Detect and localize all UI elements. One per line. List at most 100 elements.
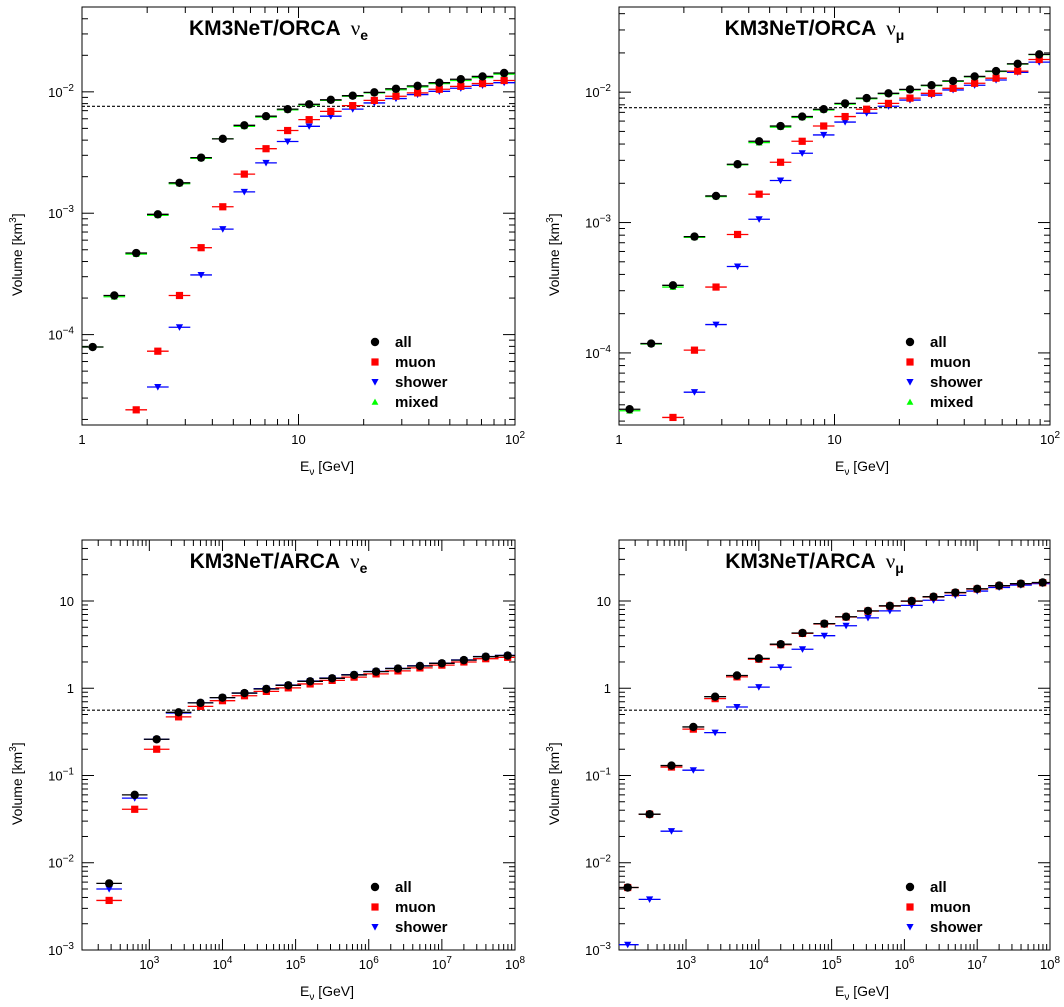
- legend-label-shower: shower: [930, 919, 983, 936]
- legend: all muon shower: [370, 879, 448, 936]
- data-point-all: [348, 91, 357, 100]
- panel-title: KM3NeT/ARCA νe: [190, 549, 368, 576]
- data-point-muon: [240, 170, 248, 178]
- data-point-all: [733, 160, 742, 169]
- x-axis-label: Eν [GeV]: [300, 983, 354, 1003]
- legend-label-all: all: [930, 879, 947, 896]
- y-tick-label: 10−2: [585, 854, 611, 871]
- legend-label-muon: muon: [395, 354, 436, 371]
- data-point-shower: [798, 646, 807, 653]
- data-point-shower: [175, 324, 184, 331]
- data-point-muon: [712, 283, 720, 291]
- data-point-all: [415, 661, 425, 671]
- data-point-all: [218, 134, 227, 144]
- data-point-all: [1038, 578, 1047, 587]
- y-tick-label: 10−3: [585, 214, 611, 231]
- data-point-all: [862, 93, 871, 103]
- x-tick-label: 1: [615, 432, 622, 447]
- data-point-all: [929, 592, 938, 601]
- data-point-all: [973, 584, 982, 593]
- data-point-all: [478, 72, 487, 81]
- data-point-all: [754, 654, 764, 663]
- data-point-muon: [884, 99, 893, 108]
- x-tick-label: 104: [212, 955, 232, 972]
- y-tick-label: 10−3: [585, 941, 611, 958]
- data-point-muon: [131, 805, 139, 813]
- data-point-all: [413, 81, 422, 91]
- data-point-all: [305, 677, 315, 686]
- chart-panel-1: 1 10 102 10−4 10−3 10−2 Eν [GeV] Volume [km3] KM…: [8, 6, 525, 478]
- data-point-all: [153, 210, 163, 219]
- legend-marker-shower: [371, 924, 379, 931]
- data-point-all: [667, 761, 676, 770]
- legend-marker-shower: [906, 379, 914, 386]
- data-point-muon: [154, 347, 162, 355]
- data-point-all: [951, 588, 960, 597]
- data-point-all: [625, 405, 634, 414]
- legend: all muon shower mixed: [370, 334, 448, 411]
- panel-title: KM3NeT/ORCA νe: [189, 16, 368, 43]
- data-point-all: [437, 659, 447, 668]
- legend-label-mixed: mixed: [930, 394, 973, 411]
- data-point-shower: [841, 119, 849, 126]
- data-point-all: [196, 153, 206, 162]
- data-point-muon: [755, 190, 763, 198]
- data-point-muon: [820, 122, 828, 130]
- legend-marker-all: [905, 337, 915, 347]
- data-point-shower: [284, 138, 292, 146]
- data-point-muon: [414, 89, 422, 97]
- x-tick-label: 10: [827, 432, 841, 447]
- x-tick-label: 10: [291, 432, 305, 447]
- data-point-muon: [174, 713, 183, 721]
- data-point-all: [349, 670, 359, 680]
- data-point-all: [240, 121, 249, 130]
- data-point-all: [1016, 579, 1026, 588]
- x-tick-label: 108: [1040, 955, 1060, 972]
- data-point-all: [196, 698, 205, 708]
- data-point-all: [152, 735, 161, 744]
- data-point-muon: [971, 79, 979, 87]
- legend: all muon shower mixed: [905, 334, 983, 411]
- series-all: [619, 578, 1050, 892]
- data-point-all: [104, 879, 114, 888]
- data-point-muon: [392, 92, 400, 100]
- y-tick-label: 10−4: [585, 344, 611, 361]
- y-tick-label: 10−3: [48, 941, 74, 958]
- data-point-muon: [219, 203, 227, 211]
- data-point-shower: [712, 321, 720, 329]
- data-point-muon: [105, 896, 113, 905]
- series-mixed: [619, 51, 1050, 414]
- data-point-all: [710, 692, 720, 701]
- data-point-shower: [262, 159, 270, 167]
- data-point-shower: [105, 886, 113, 893]
- data-point-all: [326, 95, 336, 104]
- data-point-muon: [776, 158, 785, 166]
- data-point-all: [841, 612, 851, 621]
- y-tick-label: 1: [604, 681, 611, 696]
- x-tick-label: 103: [676, 955, 696, 972]
- data-point-all: [863, 606, 873, 616]
- data-point-all: [711, 191, 721, 201]
- data-point-muon: [500, 76, 508, 85]
- legend-marker-muon: [371, 903, 379, 911]
- series-shower: [147, 79, 515, 391]
- data-point-shower: [777, 664, 785, 671]
- chart-panel-3: 103 104 105 106 107 108 10−3 10−2 10−1 1 10 Eν [GeV…: [8, 539, 525, 1003]
- data-point-all: [907, 596, 916, 606]
- legend-marker-all: [370, 882, 380, 892]
- x-axis-label: Eν [GeV]: [835, 458, 889, 478]
- data-point-all: [174, 708, 183, 717]
- series-shower: [619, 580, 1050, 949]
- data-point-shower: [755, 216, 763, 223]
- data-point-all: [623, 883, 632, 892]
- data-point-all: [261, 111, 271, 121]
- legend-marker-shower: [371, 379, 379, 386]
- data-point-all: [991, 66, 1001, 76]
- x-tick-label: 106: [894, 955, 914, 972]
- data-point-muon: [669, 413, 677, 422]
- legend-label-muon: muon: [930, 899, 971, 916]
- data-point-shower: [755, 684, 763, 691]
- data-point-muon: [284, 126, 292, 135]
- legend-label-all: all: [930, 334, 947, 351]
- y-axis-label: Volume [km3]: [8, 742, 25, 825]
